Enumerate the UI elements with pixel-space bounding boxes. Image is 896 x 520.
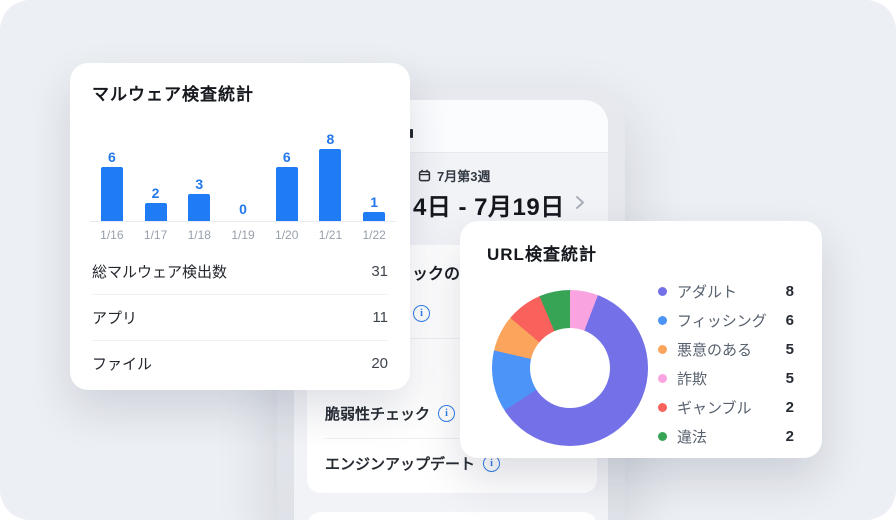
legend-label: 悪意のある xyxy=(677,342,753,359)
x-axis-ticks: 1/16 1/17 1/18 1/19 1/20 1/21 1/22 xyxy=(90,222,396,242)
bar-column: 1 xyxy=(352,125,396,221)
list-item-label: エンジンアップデート xyxy=(325,455,476,473)
stat-value: 31 xyxy=(371,263,388,280)
bar-column: 8 xyxy=(309,125,353,221)
malware-bar-chart: 6 2 3 0 6 8 1 1/16 1/17 1/18 1/19 1/20 1/21 1/22 xyxy=(90,125,396,242)
bar-column: 2 xyxy=(134,125,178,221)
bar-value-label: 6 xyxy=(107,149,116,165)
list-item-label: 脆弱性チェック xyxy=(325,405,431,423)
x-axis xyxy=(90,221,396,222)
legend-label: 詐欺 xyxy=(677,371,708,388)
calendar-icon xyxy=(418,169,431,182)
next-list-section xyxy=(307,512,597,520)
divider xyxy=(325,438,579,439)
x-tick-label: 1/16 xyxy=(100,228,124,242)
legend-value: 6 xyxy=(785,312,794,329)
list-item-vulnerability[interactable]: 脆弱性チェック i xyxy=(325,395,583,431)
bar-columns: 6 2 3 0 6 8 1 xyxy=(90,125,396,221)
clipped-header-text xyxy=(410,129,413,138)
clipped-section-title: ックの xyxy=(412,266,461,283)
legend-value: 2 xyxy=(785,399,794,416)
stat-label: ファイル xyxy=(92,356,153,373)
legend-value: 2 xyxy=(785,428,794,445)
legend-item: ギャンブル 2 xyxy=(658,393,794,422)
bar xyxy=(188,194,211,221)
bar-value-label: 6 xyxy=(282,149,291,165)
legend-value: 8 xyxy=(785,283,794,300)
bar-column: 0 xyxy=(221,125,265,221)
bar-value-label: 8 xyxy=(326,131,335,147)
url-stats-card: URL検査統計 アダルト 8 フィッシング 6 悪意のある 5 詐欺 5 ギャンブル 2 違法 2 xyxy=(460,221,822,458)
x-tick-label: 1/18 xyxy=(187,228,211,242)
bar xyxy=(144,203,167,221)
legend-label: アダルト xyxy=(677,284,738,301)
list-item-engine-update[interactable]: エンジンアップデート i xyxy=(325,445,583,481)
legend-item: 詐欺 5 xyxy=(658,364,794,393)
malware-stats-list: 総マルウェア検出数 31 アプリ 11 ファイル 20 xyxy=(92,249,388,386)
bar-value-label: 1 xyxy=(370,194,379,210)
bar-column: 6 xyxy=(90,125,134,221)
legend-dot xyxy=(658,403,667,412)
week-label: 7月第3週 xyxy=(437,169,491,184)
legend-item: フィッシング 6 xyxy=(658,306,794,335)
legend-item: 違法 2 xyxy=(658,422,794,451)
bar-value-label: 3 xyxy=(195,176,204,192)
x-tick-label: 1/21 xyxy=(318,228,343,242)
stat-row: ファイル 20 xyxy=(92,340,388,386)
legend-value: 5 xyxy=(785,370,794,387)
bar-value-label: 0 xyxy=(239,201,247,217)
bar xyxy=(275,167,298,221)
info-icon[interactable]: i xyxy=(438,404,456,422)
stat-value: 20 xyxy=(371,355,388,372)
divider xyxy=(325,338,579,339)
legend-label: フィッシング xyxy=(677,313,767,330)
info-icon[interactable]: i xyxy=(413,305,430,322)
x-tick-label: 1/17 xyxy=(143,228,168,242)
bar-column: 6 xyxy=(265,125,309,221)
legend-item: アダルト 8 xyxy=(658,277,794,306)
bar xyxy=(100,167,123,221)
bar-value-label: 2 xyxy=(151,185,160,201)
stat-label: 総マルウェア検出数 xyxy=(92,264,228,281)
stat-label: アプリ xyxy=(92,310,138,327)
card-title: マルウェア検査統計 xyxy=(92,85,254,104)
legend-dot xyxy=(658,345,667,354)
week-selector[interactable]: 7月第3週 xyxy=(418,166,490,185)
stat-row: 総マルウェア検出数 31 xyxy=(92,249,388,294)
stat-value: 11 xyxy=(372,309,388,326)
legend-dot xyxy=(658,316,667,325)
x-tick-label: 1/20 xyxy=(275,228,299,242)
chevron-right-icon[interactable] xyxy=(575,195,585,215)
date-range-text: 4日 - 7月19日 xyxy=(413,194,565,221)
legend-dot xyxy=(658,374,667,383)
legend-dot xyxy=(658,287,667,296)
bar xyxy=(319,149,342,221)
legend-label: ギャンブル xyxy=(677,400,752,417)
card-title: URL検査統計 xyxy=(487,245,597,264)
donut-legend: アダルト 8 フィッシング 6 悪意のある 5 詐欺 5 ギャンブル 2 違法 2 xyxy=(658,277,794,451)
stat-row: アプリ 11 xyxy=(92,294,388,340)
url-donut-chart xyxy=(492,290,648,446)
legend-label: 違法 xyxy=(677,429,708,446)
legend-item: 悪意のある 5 xyxy=(658,335,794,364)
bar xyxy=(363,212,386,221)
legend-value: 5 xyxy=(785,341,794,358)
x-tick-label: 1/22 xyxy=(362,228,386,242)
bar-column: 3 xyxy=(177,125,221,221)
x-tick-label: 1/19 xyxy=(231,228,255,242)
legend-dot xyxy=(658,432,667,441)
